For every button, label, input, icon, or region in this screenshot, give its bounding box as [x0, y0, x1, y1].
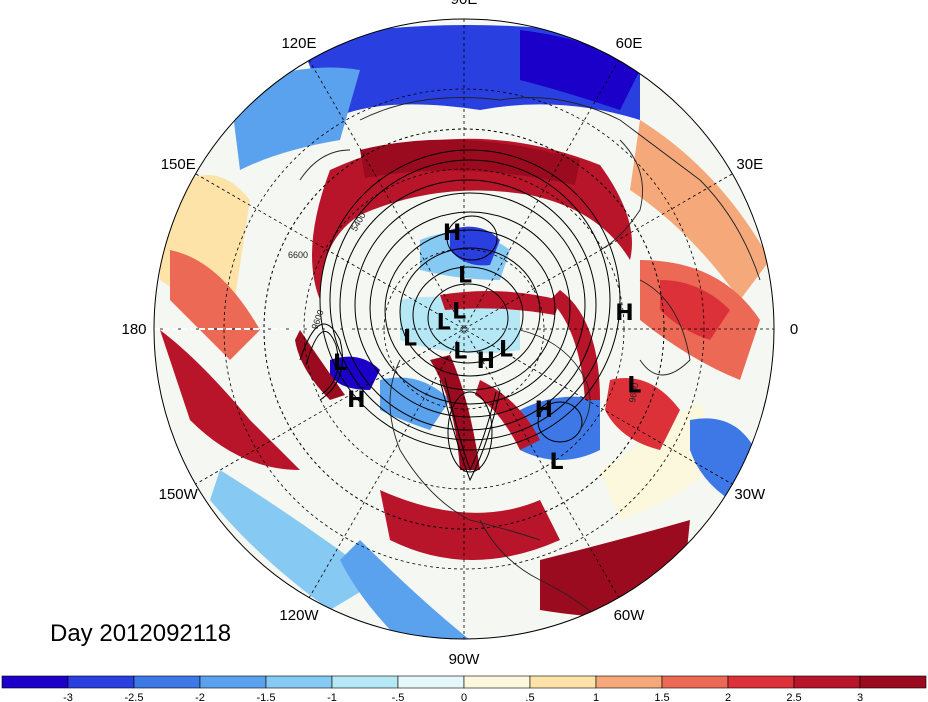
high-pressure-label: H — [615, 301, 633, 326]
high-pressure-label: H — [477, 349, 495, 374]
longitude-labels: 90E 60E 30E 0 30W 60W 90W 120W 150W 180 150E 120E — [121, 0, 798, 668]
day-label: Day 2012092118 — [50, 620, 232, 647]
colorbar-tick-label: -2.5 — [125, 692, 144, 702]
colorbar-tick-label: 1.5 — [654, 692, 669, 702]
longitude-label: 60E — [616, 35, 643, 52]
colorbar-tick-label: .5 — [525, 692, 534, 702]
colorbar-tick-label: 1 — [593, 692, 599, 702]
longitude-label: 150W — [159, 486, 199, 503]
colorbar-tick-label: -2 — [195, 692, 205, 702]
map-boundary — [153, 18, 775, 640]
colorbar: -3 -2.5 -2 -1.5 -1 -.5 0 .5 1 1.5 2 2.5 3 — [1, 675, 927, 702]
low-pressure-label: L — [458, 263, 472, 288]
low-pressure-label: L — [499, 338, 513, 363]
longitude-label: 120W — [279, 607, 319, 624]
longitude-label: 60W — [614, 607, 646, 624]
low-pressure-label: L — [453, 339, 467, 364]
colorbar-swatch — [727, 675, 795, 689]
colorbar-tick-label: -1.5 — [257, 692, 276, 702]
colorbar-swatch — [661, 675, 729, 689]
colorbar-tick-label: 0 — [461, 692, 467, 702]
low-pressure-label: L — [437, 311, 451, 336]
contour-value-label: 6600 — [288, 250, 308, 260]
longitude-label: 0 — [790, 321, 798, 338]
high-pressure-label: H — [535, 398, 553, 423]
longitude-label: 120E — [281, 35, 316, 52]
low-pressure-label: L — [403, 327, 417, 352]
colorbar-swatch — [463, 675, 531, 689]
colorbar-swatch — [67, 675, 135, 689]
high-pressure-label: H — [347, 388, 365, 413]
anomaly-field — [154, 19, 774, 639]
longitude-label: 90W — [449, 651, 481, 668]
low-pressure-label: L — [550, 450, 564, 475]
longitude-label: 30W — [734, 486, 766, 503]
high-pressure-label: H — [443, 221, 461, 246]
colorbar-tick-label: 2 — [725, 692, 731, 702]
colorbar-swatch — [529, 675, 597, 689]
colorbar-swatch — [133, 675, 201, 689]
colorbar-swatch — [199, 675, 267, 689]
low-pressure-label: L — [452, 300, 466, 325]
colorbar-tick-label: 2.5 — [786, 692, 801, 702]
colorbar-tick-label: -1 — [327, 692, 337, 702]
colorbar-swatch — [265, 675, 333, 689]
colorbar-tick-label: -3 — [63, 692, 73, 702]
colorbar-swatch — [331, 675, 399, 689]
graticule — [154, 19, 774, 639]
colorbar-swatch — [397, 675, 465, 689]
contour-value-label: 9600 — [627, 382, 640, 403]
colorbar-swatch — [1, 675, 69, 689]
low-pressure-label: L — [333, 351, 347, 376]
longitude-label: 30E — [736, 156, 763, 173]
longitude-label: 180 — [121, 321, 146, 338]
colorbar-swatch — [793, 675, 861, 689]
low-pressure-label: L — [627, 373, 641, 398]
colorbar-swatch — [859, 675, 927, 689]
colorbar-tick-label: -.5 — [392, 692, 405, 702]
colorbar-tick-label: 3 — [857, 692, 863, 702]
colorbar-swatch — [595, 675, 663, 689]
coastlines — [299, 97, 761, 621]
longitude-label: 150E — [161, 156, 196, 173]
longitude-label: 90E — [451, 0, 478, 8]
